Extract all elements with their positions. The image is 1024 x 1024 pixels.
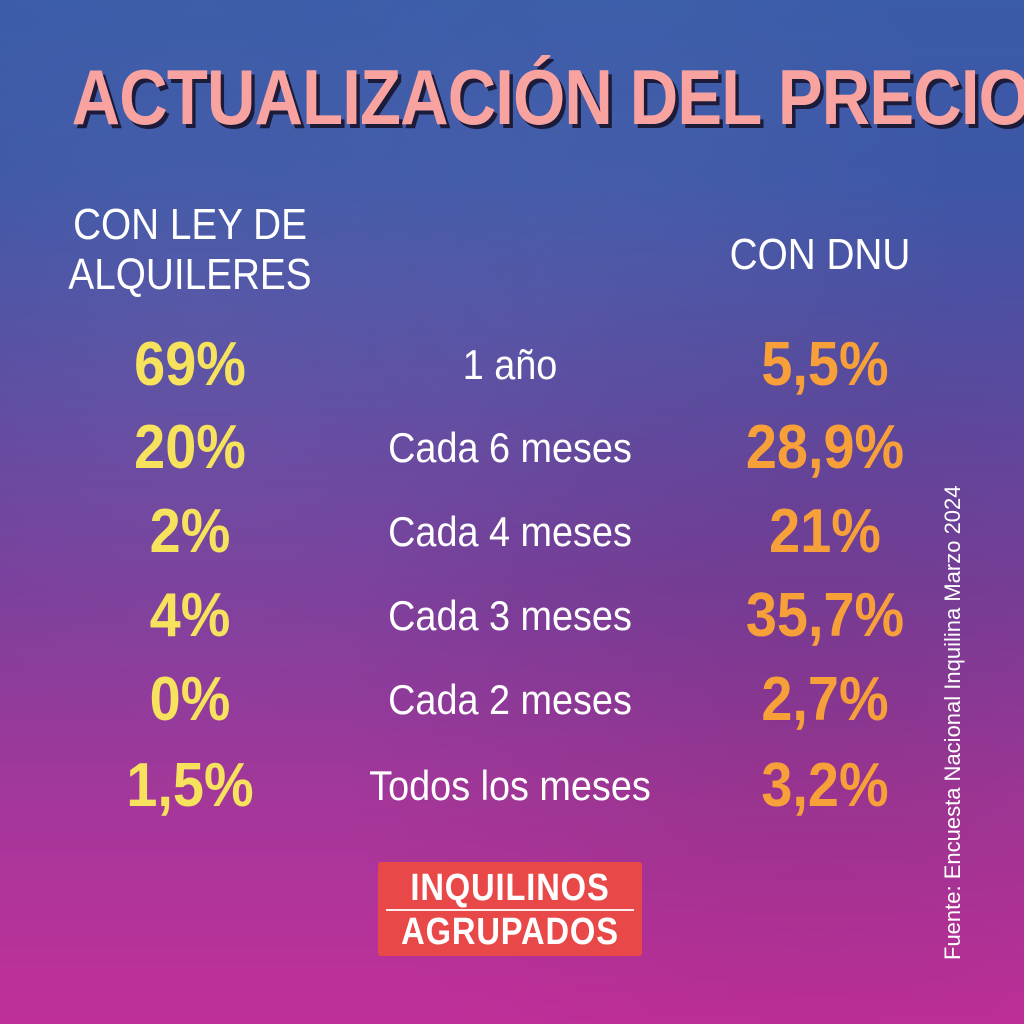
value-dnu: 3,2% [761,751,889,820]
row-label: Todos los meses [369,762,651,809]
source-note: Fuente: Encuesta Nacional Inquilina Marz… [940,485,965,960]
value-ley: 1,5% [126,751,254,820]
row-label: 1 año [462,341,558,388]
row-label: Cada 3 meses [388,592,632,639]
table-row: 2% Cada 4 meses 21% [0,492,1024,572]
inquilinos-agrupados-logo: INQUILINOS AGRUPADOS [378,862,642,956]
header-left-line1: CON LEY DE [73,200,307,249]
table-row: 0% Cada 2 meses 2,7% [0,660,1024,740]
table-row: 69% 1 año 5,5% [0,325,1024,405]
page-title: ACTUALIZACIÓN DEL PRECIO [71,53,1024,141]
value-ley: 69% [134,330,246,399]
value-dnu: 28,9% [745,413,905,482]
value-ley: 20% [134,413,246,482]
header-ley-alquileres: CON LEY DE ALQUILERES [58,200,322,300]
row-label: Cada 4 meses [388,508,632,555]
value-dnu: 35,7% [745,581,905,650]
header-left-line2: ALQUILERES [68,250,312,299]
value-dnu: 21% [769,497,881,566]
value-ley: 4% [149,581,231,650]
table-row: 4% Cada 3 meses 35,7% [0,576,1024,656]
logo-line1: INQUILINOS [410,867,610,909]
header-dnu: CON DNU [729,230,911,279]
logo-divider [386,909,634,911]
row-label: Cada 2 meses [388,676,632,723]
table-row: 20% Cada 6 meses 28,9% [0,408,1024,488]
logo-line2: AGRUPADOS [401,911,619,953]
value-dnu: 2,7% [761,665,889,734]
value-dnu: 5,5% [761,330,889,399]
value-ley: 0% [149,665,231,734]
value-ley: 2% [149,497,231,566]
row-label: Cada 6 meses [388,424,632,471]
table-row: 1,5% Todos los meses 3,2% [0,746,1024,826]
